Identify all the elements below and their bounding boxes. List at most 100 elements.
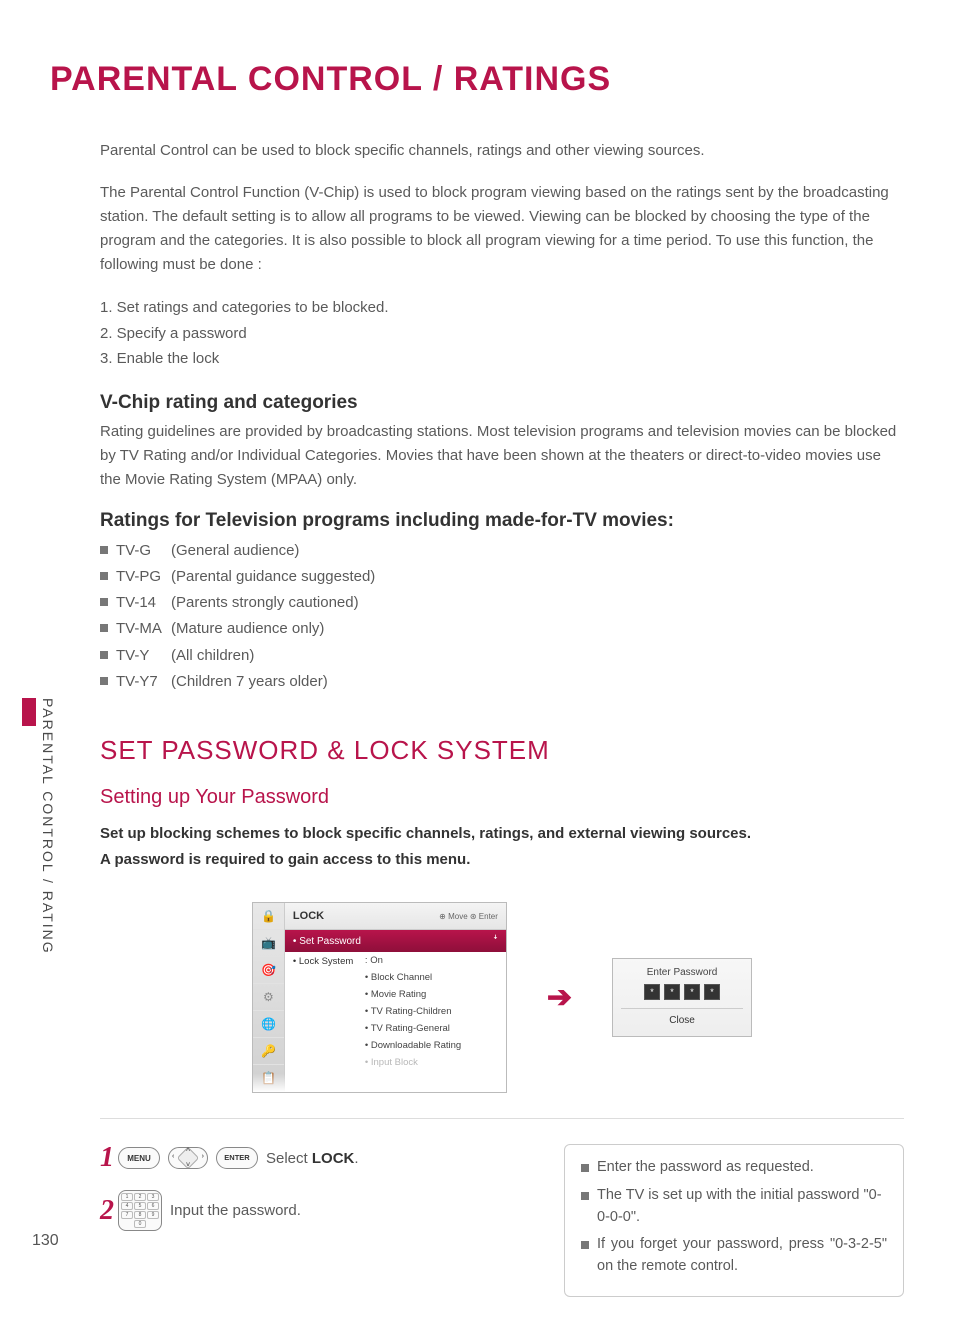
note-item: If you forget your password, press "0-3-… (581, 1234, 887, 1278)
rating-code: TV-PG (116, 564, 171, 590)
bold-intro-1: Set up blocking schemes to block specifi… (100, 821, 904, 847)
note-item: Enter the password as requested. (581, 1157, 887, 1179)
rating-item: TV-MA(Mature audience only) (100, 616, 904, 642)
step-1-bold: LOCK (312, 1150, 355, 1167)
note-text: The TV is set up with the initial passwo… (597, 1185, 887, 1229)
password-digit: * (664, 984, 680, 1000)
setup-step: 2. Specify a password (100, 321, 904, 347)
subitem: • Downloadable Rating (365, 1037, 506, 1054)
set-password-row: • Set Password ꜜ (285, 930, 506, 952)
note-item: The TV is set up with the initial passwo… (581, 1185, 887, 1229)
rating-item: TV-Y7(Children 7 years older) (100, 669, 904, 695)
numpad-icon: 123 456 789 0 (118, 1190, 162, 1231)
menu-icon-column: 🔒 📺 🎯 ⚙ 🌐 🔑 📋 (253, 903, 285, 1092)
tv-ratings-list: TV-G(General audience) TV-PG(Parental gu… (100, 538, 904, 696)
step-number-1: 1 (100, 1144, 114, 1172)
rating-desc: (Parental guidance suggested) (171, 564, 375, 590)
password-digit: * (704, 984, 720, 1000)
dropdown-icon: ꜜ (493, 936, 498, 947)
setup-step: 3. Enable the lock (100, 346, 904, 372)
menu-icon: 🔑 (253, 1038, 284, 1065)
subsection-title: Setting up Your Password (100, 786, 904, 809)
step-number-2: 2 (100, 1197, 114, 1225)
subitem: • Block Channel (365, 969, 506, 986)
subitem: • TV Rating-Children (365, 1003, 506, 1020)
page-number: 130 (32, 1232, 59, 1250)
lock-icon: 🔒 (253, 903, 284, 930)
lock-menu-title: LOCK (293, 910, 324, 922)
intro-paragraph-2: The Parental Control Function (V-Chip) i… (100, 181, 904, 277)
remote-steps-area: 1 MENU ˄ ˅ ‹ › ENTER Select LOCK. 2 123 (100, 1118, 904, 1297)
nav-pad-icon: ˄ ˅ ‹ › (168, 1147, 208, 1169)
rating-item: TV-PG(Parental guidance suggested) (100, 564, 904, 590)
menu-icon: 📺 (253, 930, 284, 957)
tv-ratings-heading: Ratings for Television programs includin… (100, 510, 904, 532)
rating-code: TV-Y (116, 643, 171, 669)
screenshot-row: 🔒 📺 🎯 ⚙ 🌐 🔑 📋 LOCK ⊕ Move ⊛ Enter • Set … (100, 902, 904, 1093)
section-title: SET PASSWORD & LOCK SYSTEM (100, 735, 904, 766)
vchip-body: Rating guidelines are provided by broadc… (100, 420, 904, 492)
step-2: 2 123 456 789 0 Input the password. (100, 1190, 524, 1231)
rating-item: TV-G(General audience) (100, 538, 904, 564)
bullet-icon (100, 677, 108, 685)
vchip-heading: V-Chip rating and categories (100, 392, 904, 414)
separator (621, 1008, 743, 1009)
close-button-label: Close (623, 1015, 741, 1026)
rating-code: TV-MA (116, 616, 171, 642)
menu-icon: 🎯 (253, 957, 284, 984)
bullet-icon (100, 651, 108, 659)
rating-code: TV-Y7 (116, 669, 171, 695)
bullet-icon (581, 1192, 589, 1200)
password-dialog-title: Enter Password (623, 967, 741, 978)
password-dialog-screenshot: Enter Password * * * * Close (612, 958, 752, 1037)
subitem: • TV Rating-General (365, 1020, 506, 1037)
rating-code: TV-G (116, 538, 171, 564)
rating-desc: (All children) (171, 643, 254, 669)
menu-icon: ⚙ (253, 984, 284, 1011)
password-digit: * (644, 984, 660, 1000)
bullet-icon (100, 624, 108, 632)
bullet-icon (581, 1164, 589, 1172)
bold-intro-2: A password is required to gain access to… (100, 847, 904, 873)
menu-icon: 🌐 (253, 1011, 284, 1038)
page-title: PARENTAL CONTROL / RATINGS (50, 60, 904, 99)
password-digit: * (684, 984, 700, 1000)
rating-desc: (Parents strongly cautioned) (171, 590, 359, 616)
lock-system-value: : On (365, 952, 506, 969)
side-tab-text: PARENTAL CONTROL / RATING (40, 698, 56, 1028)
step-1: 1 MENU ˄ ˅ ‹ › ENTER Select LOCK. (100, 1144, 524, 1172)
lock-menu-hints: ⊕ Move ⊛ Enter (439, 912, 498, 921)
subitem: • Movie Rating (365, 986, 506, 1003)
side-tab-marker (22, 698, 36, 726)
side-tab: PARENTAL CONTROL / RATING (22, 698, 56, 1028)
note-text: If you forget your password, press "0-3-… (597, 1234, 887, 1278)
rating-desc: (Children 7 years older) (171, 669, 328, 695)
menu-button-icon: MENU (118, 1147, 160, 1169)
notes-box: Enter the password as requested. The TV … (564, 1144, 904, 1297)
note-text: Enter the password as requested. (597, 1157, 814, 1179)
intro-paragraph-1: Parental Control can be used to block sp… (100, 139, 904, 163)
enter-button-icon: ENTER (216, 1147, 258, 1169)
step-2-text: Input the password. (170, 1202, 301, 1219)
password-boxes: * * * * (623, 984, 741, 1000)
bullet-icon (581, 1241, 589, 1249)
setup-steps-list: 1. Set ratings and categories to be bloc… (100, 295, 904, 372)
rating-desc: (General audience) (171, 538, 299, 564)
rating-code: TV-14 (116, 590, 171, 616)
setup-step: 1. Set ratings and categories to be bloc… (100, 295, 904, 321)
set-password-label: • Set Password (293, 936, 361, 947)
bullet-icon (100, 598, 108, 606)
rating-item: TV-14(Parents strongly cautioned) (100, 590, 904, 616)
step-1-text: Select LOCK. (266, 1150, 359, 1167)
bullet-icon (100, 546, 108, 554)
bullet-icon (100, 572, 108, 580)
lock-system-label: • Lock System (293, 952, 365, 1071)
rating-desc: (Mature audience only) (171, 616, 324, 642)
arrow-right-icon: ➔ (547, 980, 572, 1015)
fade-overlay (253, 1074, 506, 1092)
step-1-post: . (354, 1150, 358, 1167)
subitem-faded: • Input Block (365, 1054, 506, 1071)
lock-menu-screenshot: 🔒 📺 🎯 ⚙ 🌐 🔑 📋 LOCK ⊕ Move ⊛ Enter • Set … (252, 902, 507, 1093)
rating-item: TV-Y(All children) (100, 643, 904, 669)
step-1-pre: Select (266, 1150, 312, 1167)
